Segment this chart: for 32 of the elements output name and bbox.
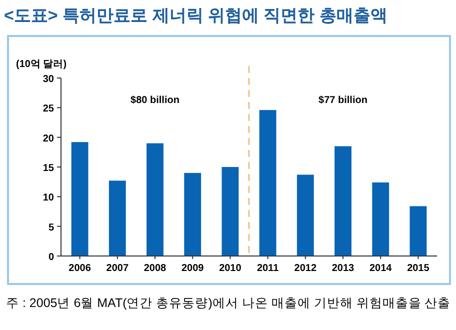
bar: [222, 167, 239, 256]
x-tick-label: 2011: [256, 263, 280, 274]
x-tick-label: 2015: [407, 263, 430, 274]
bar: [108, 180, 126, 256]
annotation: $77 billion: [318, 95, 368, 106]
y-tick-label: 15: [42, 163, 54, 174]
bar: [296, 174, 314, 256]
x-tick-label: 2006: [68, 263, 92, 274]
annotation: $80 billion: [130, 95, 180, 106]
x-tick-label: 2007: [106, 263, 129, 274]
y-tick-label: 5: [48, 222, 54, 234]
y-axis-title: (10억 달러): [16, 59, 67, 70]
text: 주 : 2005년 6월 MAT(연간 총유동량)에서 나온 매출에 기반해 위험매출을 산출: [6, 296, 451, 310]
x-tick-label: 2014: [369, 263, 392, 274]
bar: [372, 182, 390, 256]
bar: [259, 110, 276, 256]
bar: [334, 146, 352, 256]
x-tick-label: 2010: [219, 263, 242, 274]
x-tick-label: 2008: [144, 263, 167, 274]
y-tick-label: 30: [42, 74, 54, 85]
bar: [410, 206, 427, 256]
x-tick-label: 2009: [181, 263, 204, 274]
x-tick-label: 2012: [294, 263, 317, 274]
y-tick-label: 20: [42, 133, 54, 144]
bar: [71, 142, 88, 256]
y-tick-label: 25: [42, 104, 54, 115]
y-tick-label: 0: [48, 252, 54, 263]
chart-title: <도표> 특허만료로 제너릭 위협에 직면한 총매출액: [4, 6, 388, 25]
y-tick-label: 10: [42, 192, 54, 204]
bar: [146, 143, 164, 256]
x-tick-label: 2013: [332, 263, 355, 274]
bar: [184, 172, 202, 256]
